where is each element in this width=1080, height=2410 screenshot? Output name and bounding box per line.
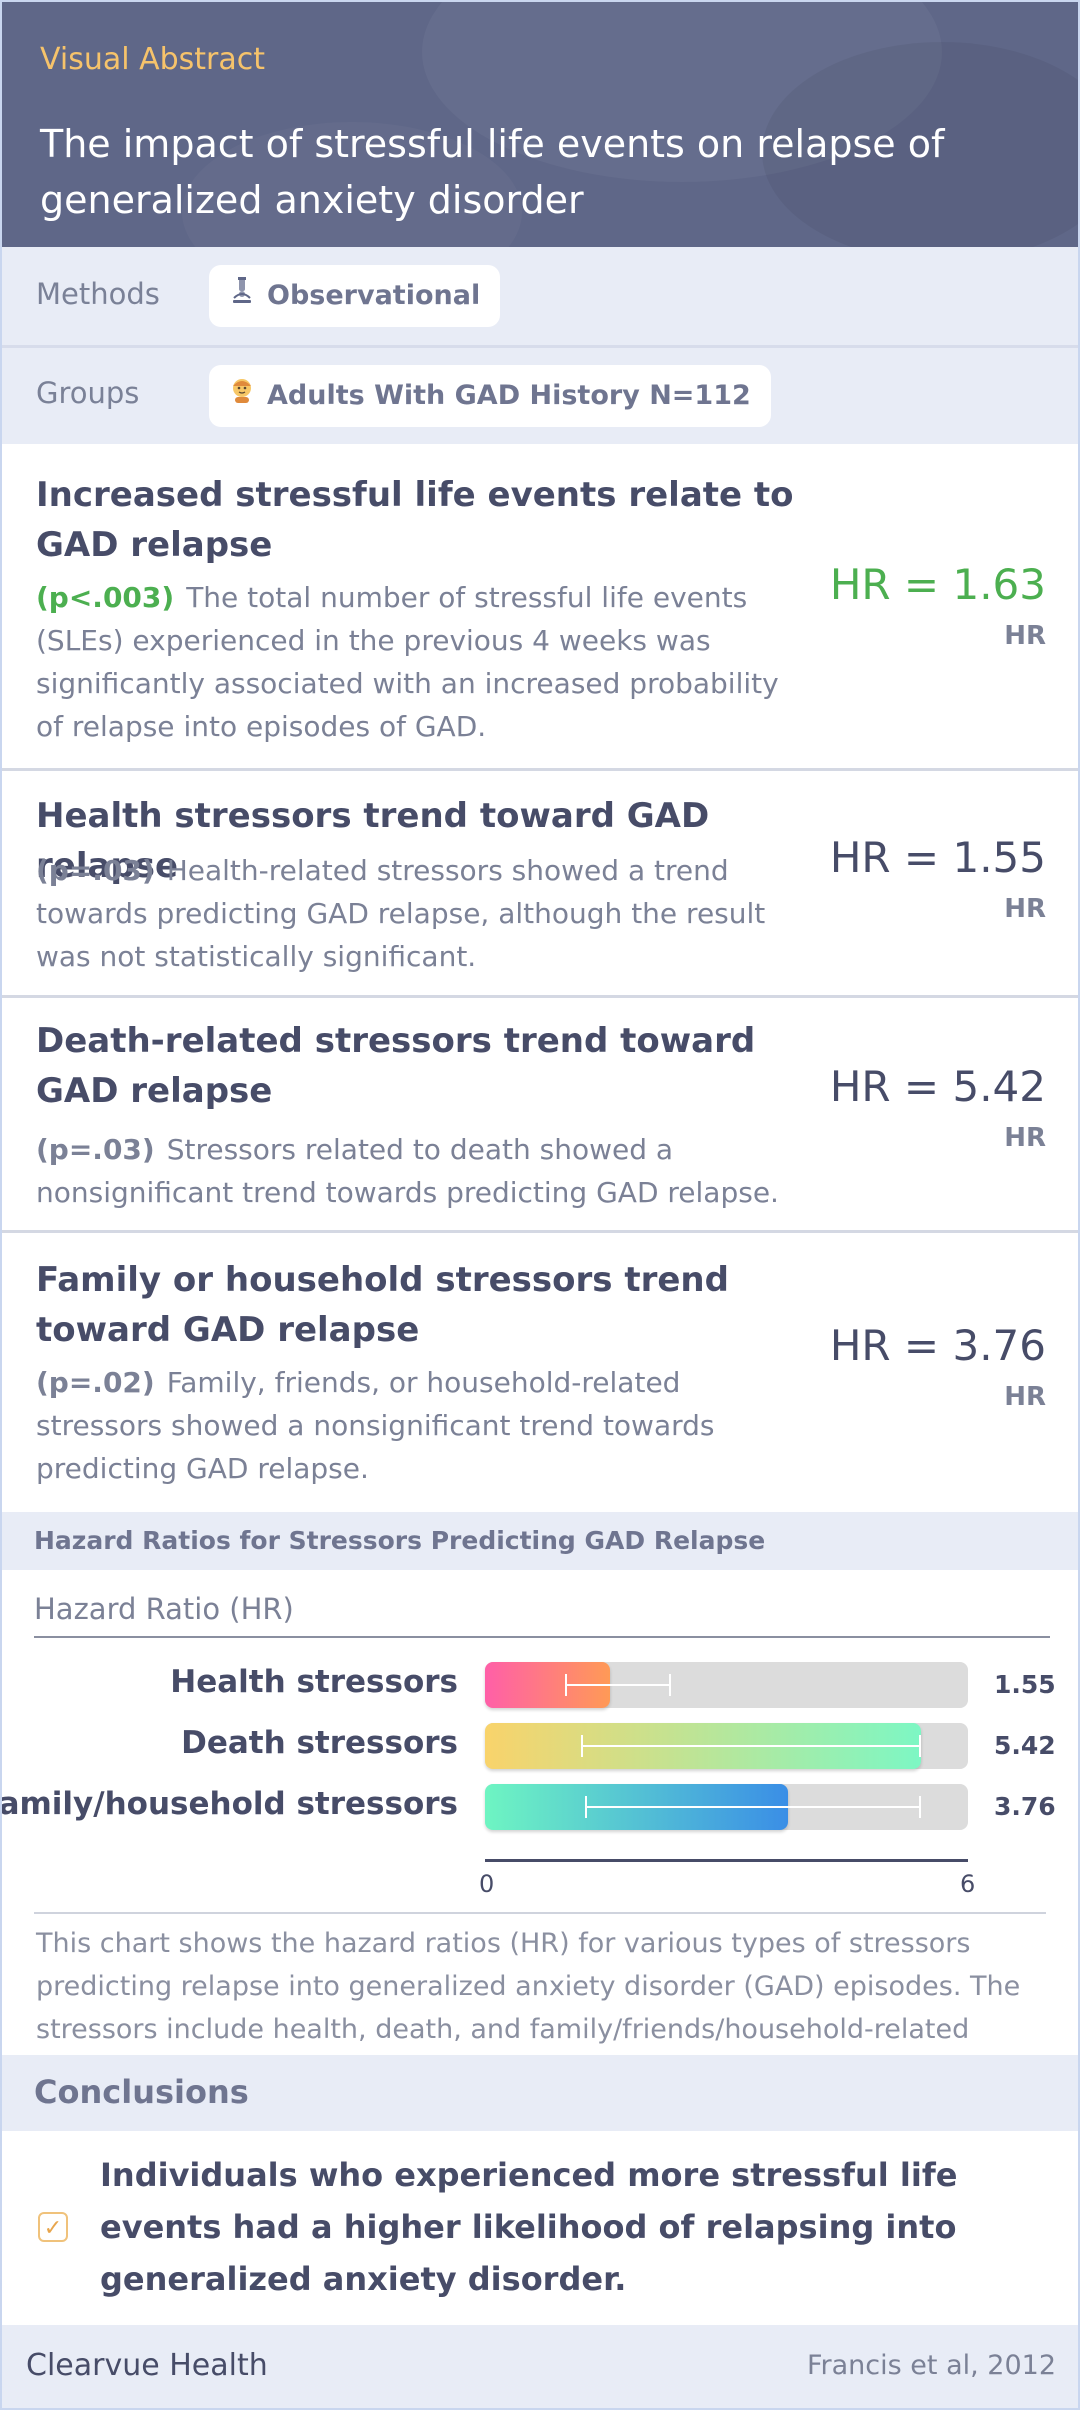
hazard-ratio-label: HR <box>1004 894 1046 924</box>
finding-card: Death-related stressors trend toward GAD… <box>2 998 1078 1233</box>
header-decoration <box>762 42 1078 247</box>
p-value: (p<.003) <box>36 581 175 614</box>
finding-title: Death-related stressors trend toward GAD… <box>36 1021 756 1111</box>
hazard-ratio-label: HR <box>1004 1123 1046 1153</box>
category-label: Health stressors <box>170 1664 458 1700</box>
visual-abstract-tag: Visual Abstract <box>40 42 266 77</box>
microscope-icon <box>229 265 255 327</box>
finding-title: Increased stressful life events relate t… <box>36 475 794 565</box>
conclusions-heading-text: Conclusions <box>34 2073 249 2111</box>
category-label: Family/household stressors <box>0 1786 458 1822</box>
header: Visual Abstract The impact of stressful … <box>2 2 1078 247</box>
hazard-ratio-value: HR = 5.42 <box>829 1062 1046 1111</box>
groups-value: Adults With GAD History N=112 <box>267 380 751 411</box>
methods-pill: Observational <box>209 265 501 327</box>
error-bar-cap <box>669 1674 672 1696</box>
citation: Francis et al, 2012 <box>806 2350 1056 2381</box>
chart-title-rule <box>34 1636 1050 1638</box>
methods-row: Methods Observational <box>2 247 1078 345</box>
error-bar <box>585 1806 920 1808</box>
chart-section-heading: Hazard Ratios for Stressors Predicting G… <box>2 1512 1078 1570</box>
groups-row: Groups Adults With GAD History N=112 <box>2 348 1078 444</box>
checkbox-icon: ✓ <box>38 2212 68 2242</box>
footer: Clearvue Health Francis et al, 2012 <box>2 2325 1078 2408</box>
finding-title: Family or household stressors trend towa… <box>36 1260 729 1350</box>
p-value: (p=.03) <box>36 854 155 887</box>
conclusions-heading: Conclusions <box>2 2055 1078 2131</box>
x-tick-label: 0 <box>479 1870 495 1898</box>
finding-text: Stressors related to death showed a nons… <box>36 1133 779 1209</box>
person-icon <box>229 365 255 427</box>
error-bar-cap <box>564 1674 567 1696</box>
finding-title: Health stressors trend toward GAD relaps… <box>36 796 710 886</box>
chart-title: Hazard Ratio (HR) <box>34 1592 294 1626</box>
hazard-ratio-chart: Hazard Ratio (HR) 0 6 This chart shows t… <box>0 1570 1078 2088</box>
hazard-ratio-value: HR = 1.63 <box>829 560 1046 609</box>
finding-body: (p=.02) Family, friends, or household-rel… <box>36 1361 806 1490</box>
error-bar <box>565 1684 671 1686</box>
hazard-ratio-label: HR <box>1004 1382 1046 1412</box>
conclusion-text: Individuals who experienced more stressf… <box>100 2156 958 2298</box>
x-axis <box>485 1859 968 1862</box>
p-value: (p=.02) <box>36 1366 155 1399</box>
conclusion-item: ✓ Individuals who experienced more stres… <box>2 2131 1078 2325</box>
error-bar <box>581 1745 920 1747</box>
value-label: 5.42 <box>994 1731 1056 1760</box>
finding-body: (p=.03) Stressors related to death showed… <box>36 1128 806 1214</box>
divider <box>34 1912 1046 1914</box>
hazard-ratio-value: HR = 3.76 <box>829 1321 1046 1370</box>
finding-card: Family or household stressors trend towa… <box>2 1233 1078 1512</box>
groups-label: Groups <box>36 376 140 410</box>
methods-label: Methods <box>36 277 160 311</box>
divider <box>2 345 1078 348</box>
finding-body: (p=.03) Health-related stressors showed a… <box>36 849 806 978</box>
methods-value: Observational <box>267 280 481 311</box>
category-label: Death stressors <box>181 1725 458 1761</box>
finding-text: The total number of stressful life event… <box>36 581 779 743</box>
p-value: (p=.03) <box>36 1133 155 1166</box>
finding-card: Health stressors trend toward GAD relaps… <box>2 771 1078 998</box>
value-label: 3.76 <box>994 1792 1056 1821</box>
error-bar-cap <box>918 1796 921 1818</box>
finding-text: Health-related stressors showed a trend … <box>36 854 766 973</box>
error-bar-cap <box>918 1735 921 1757</box>
finding-body: (p<.003) The total number of stressful li… <box>36 576 806 748</box>
error-bar-cap <box>580 1735 583 1757</box>
finding-text: Family, friends, or household-related st… <box>36 1366 715 1485</box>
value-label: 1.55 <box>994 1670 1056 1699</box>
page-title: The impact of stressful life events on r… <box>40 122 945 222</box>
x-tick-label: 6 <box>960 1870 976 1898</box>
error-bar-cap <box>584 1796 587 1818</box>
chart-heading-text: Hazard Ratios for Stressors Predicting G… <box>34 1526 766 1555</box>
brand-name: Clearvue Health <box>26 2348 268 2383</box>
chart-caption: This chart shows the hazard ratios (HR) … <box>36 1928 1021 2088</box>
hazard-ratio-label: HR <box>1004 621 1046 651</box>
groups-pill: Adults With GAD History N=112 <box>209 365 771 427</box>
finding-card: Increased stressful life events relate t… <box>2 444 1078 771</box>
hazard-ratio-value: HR = 1.55 <box>829 833 1046 882</box>
